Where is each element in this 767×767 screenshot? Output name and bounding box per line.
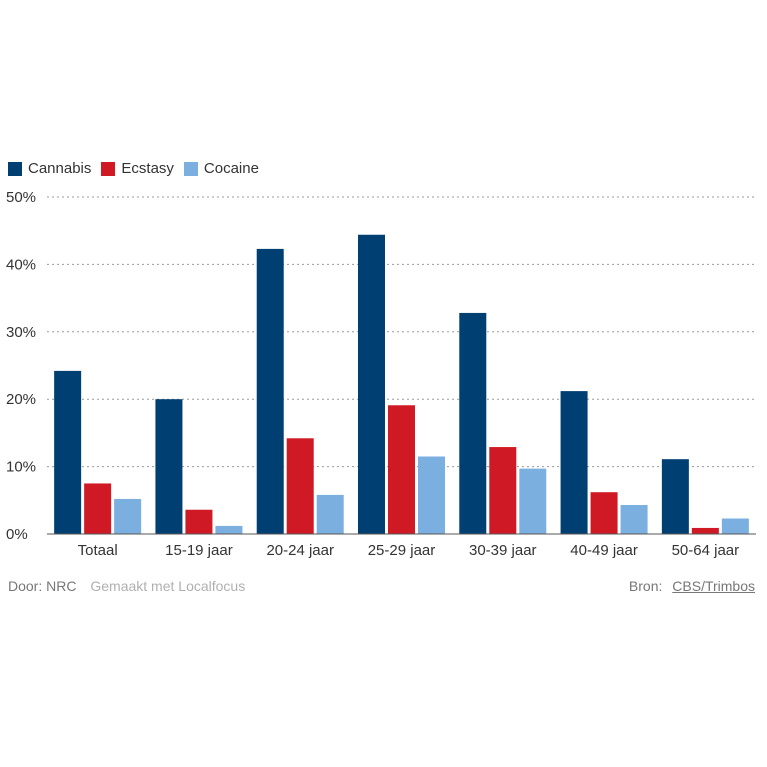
bar-cocaine — [316, 494, 344, 534]
bar-ecstasy — [489, 447, 517, 534]
x-tick-label: 40-49 jaar — [570, 542, 638, 559]
bar-cocaine — [721, 518, 749, 534]
author-credit: Door: NRC — [8, 578, 77, 594]
legend-swatch-cocaine — [183, 161, 198, 176]
x-tick-label: 50-64 jaar — [672, 542, 740, 559]
chart-legend: Cannabis Ecstasy Cocaine — [8, 160, 269, 177]
y-tick-label: 50% — [6, 189, 36, 206]
legend-label-cannabis: Cannabis — [28, 160, 92, 177]
bar-ecstasy — [590, 492, 618, 534]
chart-footer: Door: NRC Gemaakt met Localfocus Bron: C… — [8, 578, 755, 594]
x-tick-label: Totaal — [78, 542, 118, 559]
footer-credits: Door: NRC Gemaakt met Localfocus — [8, 578, 255, 594]
bar-ecstasy — [388, 405, 415, 534]
legend-swatch-cannabis — [8, 161, 22, 176]
y-tick-label: 30% — [6, 324, 36, 341]
bar-ecstasy — [286, 438, 314, 534]
y-tick-label: 20% — [6, 391, 36, 408]
bar-cannabis — [256, 248, 284, 534]
bar-ecstasy — [84, 483, 112, 534]
legend-item-cannabis: Cannabis — [8, 160, 91, 177]
y-tick-label: 40% — [6, 256, 36, 273]
source-label: Bron: — [628, 578, 663, 594]
y-tick-label: 10% — [6, 459, 36, 476]
source-link[interactable]: CBS/Trimbos — [672, 578, 755, 594]
bar-ecstasy — [185, 509, 213, 534]
bar-cocaine — [620, 505, 648, 534]
legend-item-cocaine: Cocaine — [183, 160, 259, 177]
bar-chart: 0% 10% 20% 30% 40% 50% Totaal 15-19 jaar 20-24 j… — [6, 189, 756, 559]
bar-cannabis — [459, 312, 487, 534]
bar-cocaine — [418, 456, 445, 534]
legend-label-cocaine: Cocaine — [203, 160, 259, 177]
bar-cocaine — [114, 498, 142, 534]
bar-cannabis — [358, 234, 385, 534]
made-with-credit[interactable]: Gemaakt met Localfocus — [90, 578, 246, 594]
bar-cocaine — [519, 468, 547, 534]
bar-cannabis — [54, 370, 82, 534]
bar-cannabis — [560, 391, 588, 534]
legend-swatch-ecstasy — [101, 161, 116, 176]
bar-cannabis — [155, 399, 183, 534]
y-tick-label: 0% — [6, 526, 28, 543]
x-tick-label: 30-39 jaar — [469, 542, 537, 559]
x-tick-label: 15-19 jaar — [165, 542, 233, 559]
legend-item-ecstasy: Ecstasy — [101, 160, 174, 177]
bar-cannabis — [661, 459, 689, 534]
x-tick-label: 20-24 jaar — [266, 542, 334, 559]
bar-cocaine — [215, 525, 243, 534]
x-tick-label: 25-29 jaar — [368, 542, 436, 559]
legend-label-ecstasy: Ecstasy — [121, 160, 174, 177]
footer-source: Bron: CBS/Trimbos — [629, 578, 755, 594]
bar-ecstasy — [691, 527, 719, 534]
